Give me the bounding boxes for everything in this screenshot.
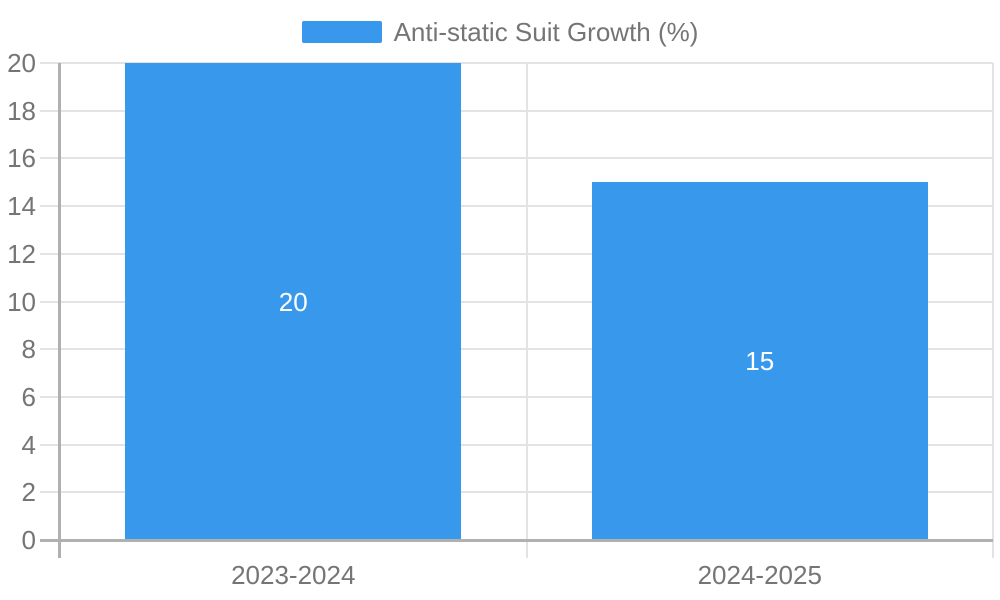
y-axis-tick-label: 0 (21, 525, 36, 555)
y-axis-tick-label: 18 (7, 95, 36, 126)
y-axis-tick-label: 12 (7, 238, 36, 269)
gridline-y (40, 348, 993, 351)
gridline-y (40, 443, 993, 446)
gridline-y (40, 62, 993, 64)
bar (591, 182, 928, 540)
legend[interactable]: Anti-static Suit Growth (%) (0, 19, 1000, 45)
y-axis-tick-label: 20 (7, 48, 36, 78)
y-axis-tick-label: 16 (7, 143, 36, 174)
x-axis-tick-label: 2024-2025 (697, 560, 822, 590)
y-axis-tick-label: 2 (21, 477, 36, 508)
gridline-y (40, 491, 993, 494)
gridline-y (40, 300, 993, 303)
y-axis-tick-label: 10 (7, 286, 36, 317)
legend-swatch-icon (301, 21, 382, 43)
y-axis-line (58, 63, 61, 558)
category-boundary-line (992, 63, 994, 558)
gridline-y (40, 252, 993, 255)
gridline-y (40, 395, 993, 398)
gridline-y (40, 109, 993, 112)
bar (125, 63, 462, 540)
category-boundary-line (525, 63, 528, 558)
bar-value-label: 20 (278, 286, 308, 317)
x-axis-line (40, 539, 993, 542)
gridline-y (40, 157, 993, 160)
legend-label: Anti-static Suit Growth (%) (393, 17, 699, 47)
gridline-y (40, 205, 993, 208)
y-axis-tick-label: 8 (21, 334, 36, 365)
bar-value-label: 15 (745, 346, 775, 377)
x-axis-tick-label: 2023-2024 (231, 560, 356, 590)
y-axis-tick-label: 6 (21, 381, 36, 412)
y-axis-tick-label: 14 (7, 191, 36, 222)
y-axis-tick-label: 4 (21, 429, 36, 460)
